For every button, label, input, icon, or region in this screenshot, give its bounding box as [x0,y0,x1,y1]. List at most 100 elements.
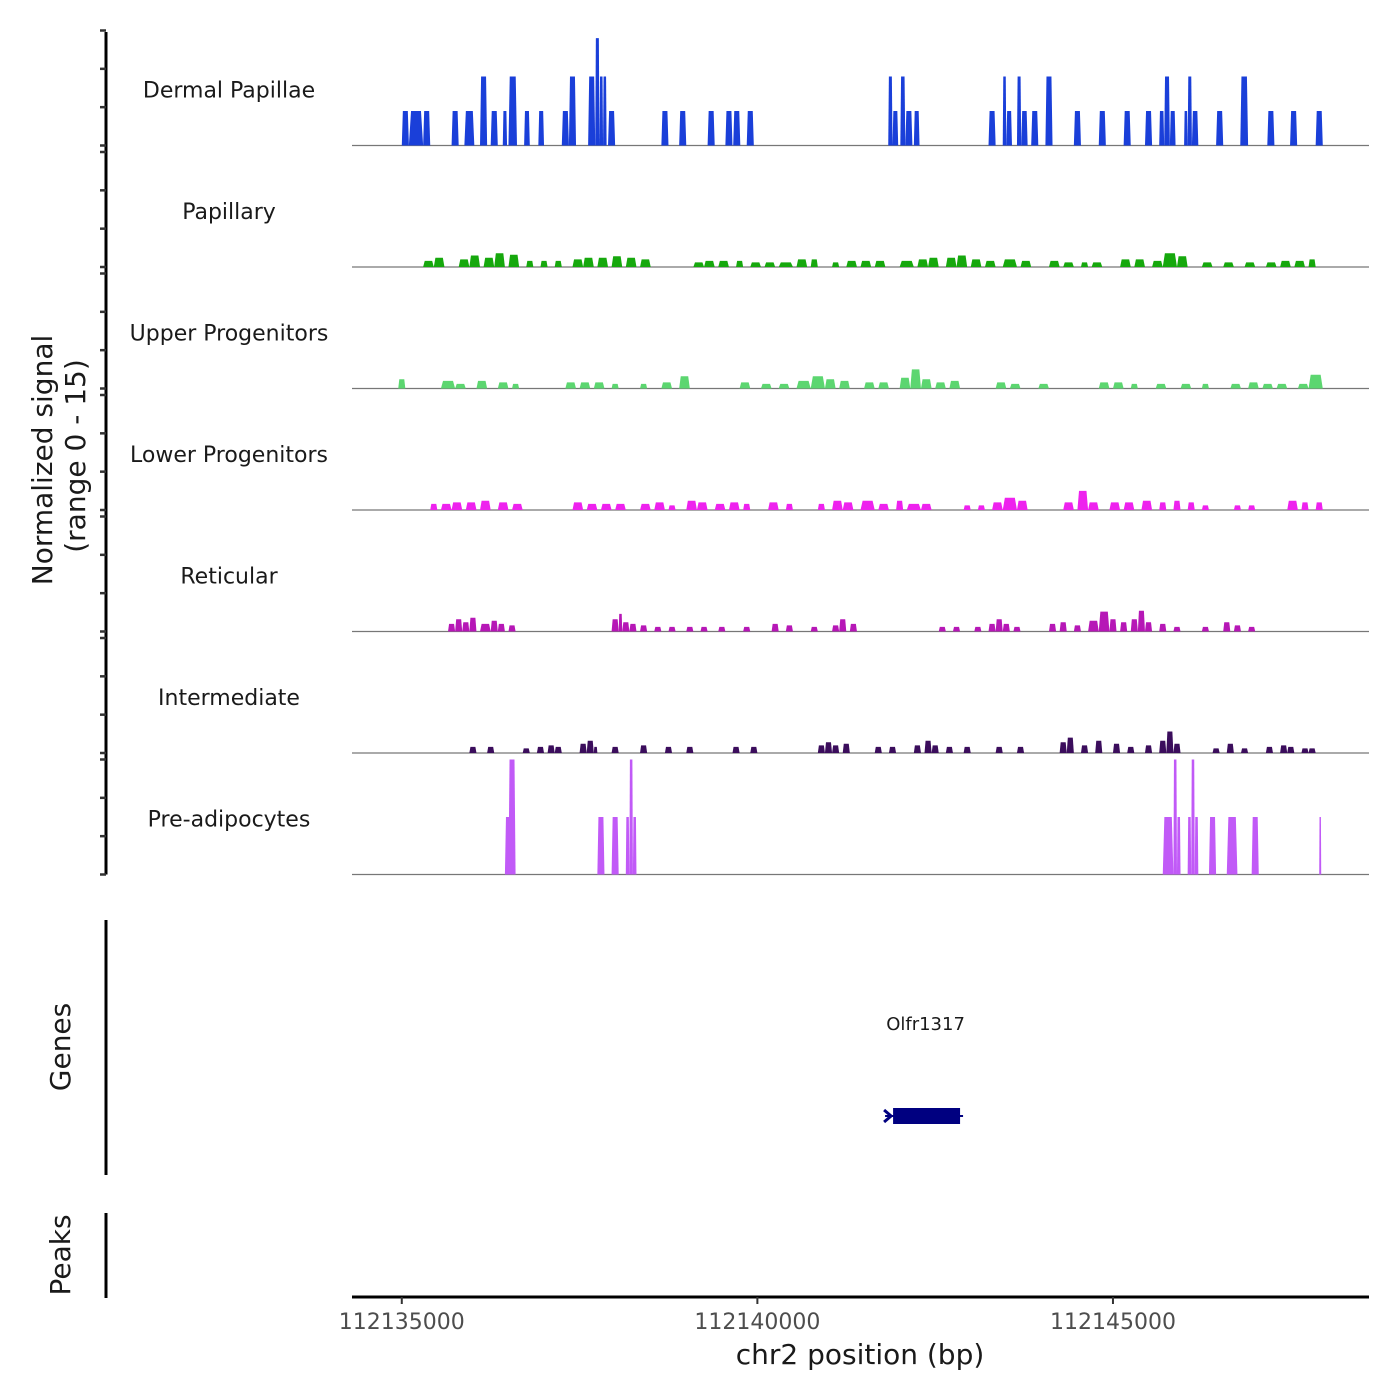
signal-peak [1016,76,1022,146]
signal-peak [974,626,982,632]
signal-peak [1162,817,1174,875]
signal-peak [686,500,697,510]
genes-track: Genes Olfr1317 [44,920,965,1175]
signal-peak [1308,748,1316,753]
y-axis-label: Normalized signal [26,335,59,586]
signal-peak [817,503,825,510]
signal-peak [1244,262,1256,267]
signal-peak [849,623,857,632]
signal-peak [1248,382,1259,389]
signal-peak [1013,626,1021,632]
signal-peak [1112,743,1121,753]
signal-peak [718,260,729,267]
signal-peak [1048,623,1057,632]
signal-peak [661,382,673,389]
signal-peak [579,382,591,389]
signal-peak [1123,502,1135,510]
signal-peak [423,260,434,267]
signal-peak [469,746,477,753]
signal-peak [603,76,607,146]
signal-peak [1077,490,1089,510]
signal-peak [1141,500,1153,510]
signal-peak [700,626,708,632]
signal-peak [900,76,906,146]
signal-peak [839,380,850,389]
x-tick-label: 112145000 [1050,1310,1176,1335]
signal-peak [1063,502,1074,510]
signal-peak [1137,610,1145,632]
signal-peak [1301,502,1309,510]
gene-strand-arrow [883,1108,894,1124]
signal-peak [995,746,1003,753]
x-axis-label: chr2 position (bp) [736,1338,985,1371]
signal-peak [469,255,481,267]
signal-peak [640,745,648,753]
signal-peak [810,259,818,267]
signal-peak [398,379,406,389]
signal-peak [458,259,470,267]
signal-peak [1201,383,1209,389]
signal-peak [896,500,904,510]
signal-peak [497,382,509,389]
signal-peak [785,503,793,510]
signal-peak [1063,262,1074,267]
signal-peak [743,626,751,632]
signal-peak [538,111,545,146]
signal-peak [497,502,509,510]
signal-peak [686,626,694,632]
signal-peak [949,380,961,389]
signal-peak [1251,817,1259,875]
signal-peak [746,111,754,146]
x-tick-label: 112135000 [339,1310,465,1335]
signal-peak [679,111,687,146]
signal-peak [768,502,779,510]
signal-peak [899,260,914,267]
signal-peak [1233,625,1241,632]
signal-peak [860,500,875,510]
signal-tracks: Dermal Papillae Papillary Upper Progenitor… [130,38,1369,876]
signal-peak [931,745,939,753]
signal-peak [595,38,600,146]
y-axis-label-range: (range 0 - 15) [59,359,92,553]
signal-peak [608,111,616,146]
signal-peak [1191,759,1195,875]
signal-peak [1187,502,1195,510]
signal-peak [1088,502,1099,510]
signal-peak [568,76,577,146]
signal-peak [1006,111,1012,146]
signal-peak [597,257,609,267]
signal-peak [668,626,676,632]
track-label: Dermal Papillae [143,79,315,104]
signal-peak [1130,619,1138,632]
signal-peak [433,257,445,267]
signal-peak [1020,260,1032,267]
signal-peak [455,383,466,389]
signal-peak [1095,740,1103,753]
signal-peak [824,742,833,753]
signal-peak [750,746,758,753]
signal-peak [464,111,475,146]
track-dermal-papillae: Dermal Papillae [143,38,1369,147]
signal-peak [1123,111,1131,146]
signal-peak [842,743,850,753]
signal-peak [707,111,715,146]
signal-peak [522,748,530,753]
signal-peak [1059,742,1067,753]
signal-peak [455,619,463,632]
signal-peak [611,817,619,875]
signal-peak [945,257,957,267]
signal-peak [1276,383,1288,389]
signal-peak [899,377,911,389]
signal-peak [490,111,498,146]
signal-peak [1301,748,1309,753]
signal-peak [554,260,562,267]
signal-peak [1248,626,1256,632]
signal-peak [878,503,889,510]
signal-peak [1120,622,1128,632]
signal-peak [611,383,619,389]
track-reticular: Reticular [180,565,1369,633]
signal-peak [704,260,715,267]
signal-peak [905,111,913,146]
signal-peak [469,617,477,632]
signal-peak [750,262,761,267]
